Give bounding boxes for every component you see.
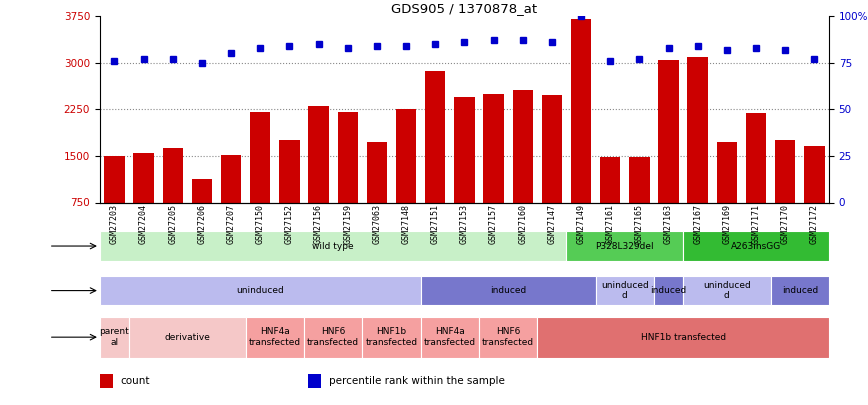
Text: GSM27163: GSM27163 bbox=[664, 204, 673, 244]
Text: GSM27156: GSM27156 bbox=[314, 204, 323, 244]
Bar bbox=[100, 374, 113, 388]
Bar bbox=[425, 71, 445, 202]
Bar bbox=[396, 109, 417, 202]
Bar bbox=[483, 94, 503, 202]
Bar bbox=[804, 146, 825, 202]
Bar bbox=[246, 317, 304, 358]
Bar bbox=[512, 90, 533, 202]
Text: GSM27169: GSM27169 bbox=[722, 204, 732, 244]
Text: GSM27171: GSM27171 bbox=[752, 204, 760, 244]
Text: wild type: wild type bbox=[312, 241, 354, 251]
Bar bbox=[571, 19, 591, 202]
Text: GSM27205: GSM27205 bbox=[168, 204, 177, 244]
Text: HNF6
transfected: HNF6 transfected bbox=[482, 328, 534, 347]
Bar bbox=[129, 317, 246, 358]
Bar bbox=[479, 317, 537, 358]
Bar bbox=[746, 113, 766, 202]
Bar bbox=[717, 142, 737, 202]
Bar bbox=[537, 317, 829, 358]
Text: GSM27170: GSM27170 bbox=[780, 204, 790, 244]
Bar bbox=[683, 276, 771, 305]
Bar bbox=[366, 142, 387, 202]
Bar bbox=[567, 232, 683, 261]
Text: GSM27159: GSM27159 bbox=[343, 204, 352, 244]
Text: parent
al: parent al bbox=[100, 328, 129, 347]
Text: HNF4a
transfected: HNF4a transfected bbox=[424, 328, 476, 347]
Text: GSM27149: GSM27149 bbox=[576, 204, 586, 244]
Bar bbox=[104, 156, 125, 202]
Text: GSM27153: GSM27153 bbox=[460, 204, 469, 244]
Bar bbox=[100, 276, 421, 305]
Title: GDS905 / 1370878_at: GDS905 / 1370878_at bbox=[391, 2, 537, 15]
Text: derivative: derivative bbox=[164, 333, 210, 342]
Bar bbox=[308, 374, 321, 388]
Bar bbox=[192, 179, 212, 202]
Text: GSM27157: GSM27157 bbox=[489, 204, 498, 244]
Text: uninduced
d: uninduced d bbox=[703, 281, 751, 300]
Text: induced: induced bbox=[650, 286, 687, 295]
Text: HNF6
transfected: HNF6 transfected bbox=[307, 328, 359, 347]
Bar bbox=[162, 149, 183, 202]
Text: uninduced: uninduced bbox=[236, 286, 284, 295]
Text: induced: induced bbox=[782, 286, 818, 295]
Text: A263insGG: A263insGG bbox=[731, 241, 781, 251]
Text: uninduced
d: uninduced d bbox=[601, 281, 648, 300]
Text: GSM27147: GSM27147 bbox=[548, 204, 556, 244]
Text: GSM27165: GSM27165 bbox=[635, 204, 644, 244]
Text: GSM27151: GSM27151 bbox=[431, 204, 440, 244]
Bar bbox=[542, 95, 562, 202]
Text: GSM27160: GSM27160 bbox=[518, 204, 527, 244]
Bar bbox=[100, 317, 129, 358]
Bar bbox=[421, 317, 479, 358]
Text: GSM27063: GSM27063 bbox=[372, 204, 381, 244]
Bar bbox=[771, 276, 829, 305]
Text: GSM27206: GSM27206 bbox=[197, 204, 207, 244]
Text: GSM27167: GSM27167 bbox=[694, 204, 702, 244]
Bar bbox=[308, 106, 329, 202]
Bar bbox=[338, 113, 358, 202]
Bar bbox=[134, 153, 154, 202]
Bar bbox=[454, 97, 475, 202]
Text: HNF1b transfected: HNF1b transfected bbox=[641, 333, 726, 342]
Text: GSM27172: GSM27172 bbox=[810, 204, 819, 244]
Text: GSM27204: GSM27204 bbox=[139, 204, 148, 244]
Text: HNF1b
transfected: HNF1b transfected bbox=[365, 328, 418, 347]
Text: induced: induced bbox=[490, 286, 526, 295]
Text: GSM27150: GSM27150 bbox=[256, 204, 265, 244]
Bar bbox=[421, 276, 595, 305]
Bar bbox=[687, 57, 708, 202]
Text: GSM27148: GSM27148 bbox=[402, 204, 411, 244]
Bar bbox=[595, 276, 654, 305]
Text: percentile rank within the sample: percentile rank within the sample bbox=[329, 376, 505, 386]
Bar bbox=[100, 232, 567, 261]
Bar bbox=[775, 141, 795, 202]
Text: GSM27207: GSM27207 bbox=[227, 204, 235, 244]
Bar bbox=[304, 317, 362, 358]
Bar bbox=[220, 155, 241, 202]
Bar bbox=[683, 232, 829, 261]
Text: count: count bbox=[121, 376, 150, 386]
Bar bbox=[658, 60, 679, 202]
Text: HNF4a
transfected: HNF4a transfected bbox=[249, 328, 301, 347]
Text: GSM27152: GSM27152 bbox=[285, 204, 294, 244]
Text: GSM27161: GSM27161 bbox=[606, 204, 615, 244]
Text: GSM27203: GSM27203 bbox=[110, 204, 119, 244]
Bar bbox=[600, 157, 621, 202]
Text: P328L329del: P328L329del bbox=[595, 241, 654, 251]
Bar bbox=[629, 157, 649, 202]
Bar bbox=[654, 276, 683, 305]
Bar bbox=[279, 141, 299, 202]
Bar bbox=[362, 317, 421, 358]
Bar bbox=[250, 113, 271, 202]
